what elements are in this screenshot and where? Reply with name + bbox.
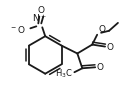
Text: O: O xyxy=(98,25,105,34)
Text: O: O xyxy=(96,63,103,72)
Text: N$^+$: N$^+$ xyxy=(32,13,47,24)
Text: $^-$O: $^-$O xyxy=(9,24,25,35)
Text: O: O xyxy=(38,5,45,15)
Text: H$_3$C: H$_3$C xyxy=(55,68,72,80)
Text: O: O xyxy=(106,43,113,52)
